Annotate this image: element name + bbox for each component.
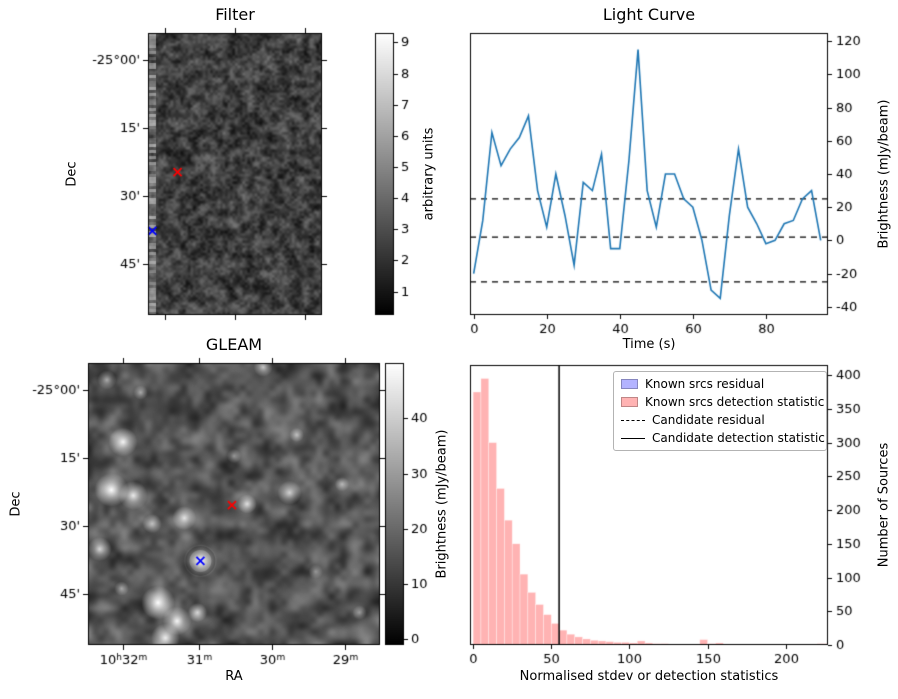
legend-swatch-known-residual-patch (621, 379, 638, 389)
legend-item-known-detstat: Known srcs detection statistic (621, 395, 824, 409)
gleam-colorbar-label: Brightness (mJy/beam) (434, 429, 450, 579)
lightcurve-brightness-axis-label: Brightness (mJy/beam) (876, 99, 892, 249)
time-axis-label: Time (s) (622, 337, 676, 352)
legend-label: Candidate detection statistic (652, 431, 825, 445)
legend-swatch-known-detstat-patch (621, 397, 638, 407)
filter-title: Filter (215, 5, 255, 24)
ra-axis-label: RA (225, 669, 243, 684)
legend-item-known-residual: Known srcs residual (621, 377, 819, 391)
legend-label: Known srcs detection statistic (645, 395, 825, 409)
legend-swatch-dashed-line (621, 419, 645, 421)
histogram-legend: Known srcs residual Known srcs detection… (613, 371, 827, 451)
lightcurve-title: Light Curve (602, 5, 696, 24)
legend-label: Candidate residual (652, 413, 765, 427)
filter-colorbar-label: arbitrary units (421, 127, 437, 221)
gleam-title: GLEAM (205, 335, 263, 354)
legend-item-candidate-detstat: Candidate detection statistic (621, 431, 825, 445)
gleam-dec-axis-label: Dec (8, 491, 24, 517)
legend-item-candidate-residual: Candidate residual (621, 413, 819, 427)
stdev-axis-label: Normalised stdev or detection statistics (519, 669, 779, 684)
legend-swatch-solid-line (621, 437, 645, 439)
sources-axis-label: Number of Sources (876, 442, 892, 568)
filter-dec-axis-label: Dec (64, 161, 80, 187)
legend-label: Known srcs residual (645, 377, 765, 391)
